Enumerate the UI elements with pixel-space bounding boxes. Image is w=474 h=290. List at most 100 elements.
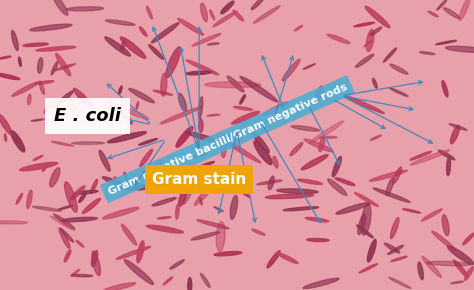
Ellipse shape [227, 76, 244, 92]
Ellipse shape [240, 95, 246, 104]
Ellipse shape [0, 221, 27, 224]
Ellipse shape [199, 119, 203, 132]
Ellipse shape [106, 20, 135, 25]
Ellipse shape [179, 188, 186, 206]
Ellipse shape [221, 1, 234, 14]
Ellipse shape [432, 231, 456, 250]
Ellipse shape [298, 179, 323, 184]
Ellipse shape [373, 78, 377, 88]
Ellipse shape [307, 238, 329, 242]
Ellipse shape [153, 90, 173, 95]
Ellipse shape [319, 137, 325, 152]
Text: Gram negative bacilli/Gram negative rods: Gram negative bacilli/Gram negative rods [107, 82, 348, 197]
Ellipse shape [294, 26, 302, 31]
Ellipse shape [210, 10, 215, 20]
Ellipse shape [304, 139, 333, 152]
Ellipse shape [37, 58, 43, 73]
Ellipse shape [251, 0, 264, 10]
Ellipse shape [221, 134, 227, 158]
Ellipse shape [291, 126, 319, 131]
Ellipse shape [373, 188, 410, 202]
Ellipse shape [157, 217, 171, 219]
Ellipse shape [267, 251, 280, 268]
Ellipse shape [356, 54, 374, 67]
Ellipse shape [183, 182, 194, 204]
Ellipse shape [146, 6, 152, 19]
Ellipse shape [346, 96, 384, 113]
Ellipse shape [371, 135, 381, 140]
Ellipse shape [73, 88, 92, 108]
Ellipse shape [151, 23, 179, 43]
Ellipse shape [437, 0, 447, 10]
Ellipse shape [418, 262, 423, 280]
Ellipse shape [273, 156, 278, 168]
Ellipse shape [129, 88, 155, 103]
Ellipse shape [421, 209, 442, 221]
Ellipse shape [54, 64, 75, 71]
Ellipse shape [44, 101, 52, 113]
Ellipse shape [91, 251, 98, 267]
Ellipse shape [367, 240, 376, 262]
Ellipse shape [121, 40, 126, 50]
Ellipse shape [442, 215, 449, 235]
Ellipse shape [383, 48, 397, 62]
Ellipse shape [4, 134, 7, 142]
Ellipse shape [124, 172, 128, 180]
Ellipse shape [257, 180, 282, 185]
Ellipse shape [186, 60, 219, 75]
Ellipse shape [161, 73, 167, 96]
Ellipse shape [72, 142, 105, 144]
Ellipse shape [446, 46, 474, 52]
Ellipse shape [54, 214, 75, 229]
Ellipse shape [211, 188, 237, 193]
Ellipse shape [176, 204, 179, 219]
Ellipse shape [254, 6, 280, 23]
Ellipse shape [354, 22, 374, 27]
Ellipse shape [186, 71, 211, 75]
Ellipse shape [391, 256, 407, 262]
Ellipse shape [389, 88, 408, 97]
Ellipse shape [152, 197, 176, 206]
Ellipse shape [23, 43, 48, 46]
Ellipse shape [194, 175, 221, 206]
Ellipse shape [359, 264, 377, 273]
Ellipse shape [32, 206, 62, 211]
Ellipse shape [214, 251, 242, 256]
Ellipse shape [277, 189, 318, 193]
Ellipse shape [233, 10, 244, 21]
Ellipse shape [201, 273, 210, 287]
Ellipse shape [33, 155, 43, 160]
Ellipse shape [31, 119, 44, 121]
Ellipse shape [136, 102, 138, 109]
Ellipse shape [117, 246, 151, 259]
Ellipse shape [51, 61, 58, 75]
Ellipse shape [124, 260, 154, 284]
Ellipse shape [265, 194, 313, 199]
Ellipse shape [120, 111, 132, 124]
Ellipse shape [447, 157, 450, 176]
Ellipse shape [82, 198, 100, 213]
Ellipse shape [268, 176, 274, 190]
Ellipse shape [386, 178, 393, 196]
Ellipse shape [139, 139, 157, 145]
Text: E . coli: E . coli [54, 107, 121, 125]
Ellipse shape [188, 278, 192, 290]
Ellipse shape [0, 56, 11, 59]
Ellipse shape [232, 111, 259, 124]
Ellipse shape [283, 207, 319, 211]
Ellipse shape [132, 182, 172, 190]
Ellipse shape [314, 86, 322, 106]
Ellipse shape [277, 253, 298, 264]
Ellipse shape [105, 101, 112, 120]
Ellipse shape [200, 198, 202, 205]
Ellipse shape [234, 106, 253, 110]
Ellipse shape [140, 149, 153, 167]
Ellipse shape [199, 97, 203, 119]
Ellipse shape [16, 193, 23, 204]
Ellipse shape [465, 267, 474, 280]
Ellipse shape [463, 233, 474, 245]
Ellipse shape [410, 151, 431, 160]
Ellipse shape [207, 114, 220, 116]
Ellipse shape [103, 283, 136, 290]
Ellipse shape [114, 177, 127, 186]
